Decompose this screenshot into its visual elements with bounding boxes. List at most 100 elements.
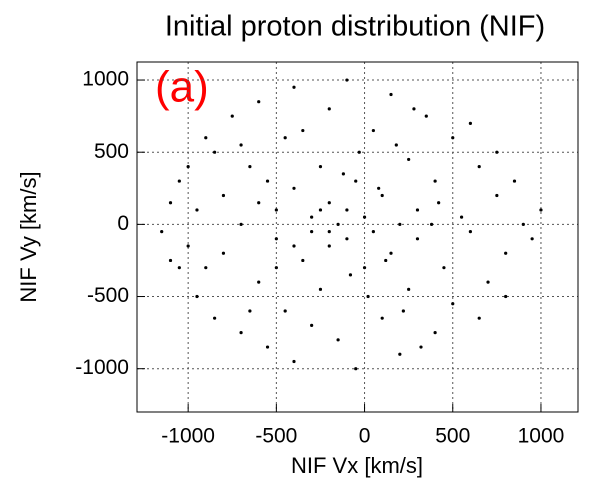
point	[429, 222, 434, 226]
point	[327, 229, 331, 234]
point	[530, 237, 534, 241]
point	[354, 367, 358, 371]
point	[213, 150, 217, 154]
y-axis-label: NIF Vy [km/s]	[16, 171, 41, 302]
x-tick-label: 500	[435, 425, 470, 448]
point	[195, 208, 199, 212]
point	[230, 114, 234, 118]
point	[401, 309, 405, 313]
point	[327, 107, 331, 111]
x-axis-label: NIF Vx [km/s]	[291, 453, 423, 478]
point	[292, 186, 296, 190]
point	[336, 222, 340, 226]
point	[310, 215, 314, 219]
point	[168, 201, 173, 205]
point	[437, 201, 441, 205]
point	[398, 222, 402, 226]
point	[301, 258, 305, 263]
point	[362, 266, 367, 270]
point	[407, 287, 411, 291]
point	[327, 244, 331, 248]
point	[371, 229, 375, 234]
point	[186, 244, 190, 248]
point	[419, 345, 423, 349]
point	[486, 280, 490, 284]
point	[345, 208, 349, 212]
point	[362, 215, 367, 219]
point	[398, 352, 402, 356]
point	[318, 165, 323, 169]
point	[377, 186, 381, 190]
point	[394, 143, 398, 147]
point	[495, 193, 499, 198]
point	[424, 114, 428, 118]
point	[239, 331, 243, 335]
point	[495, 150, 499, 154]
point	[274, 266, 278, 270]
x-tick-label: 1000	[518, 425, 565, 448]
point	[239, 222, 243, 226]
point	[451, 136, 455, 140]
point	[204, 266, 208, 270]
point	[195, 294, 199, 299]
chart-title: Initial proton distribution (NIF)	[165, 11, 545, 43]
y-tick-label: -500	[87, 284, 129, 307]
point	[213, 316, 217, 320]
point	[477, 165, 481, 169]
point	[433, 331, 437, 335]
point	[248, 309, 252, 313]
y-tick-label: 0	[117, 212, 129, 235]
point	[177, 266, 181, 270]
point	[380, 316, 384, 320]
point	[371, 128, 375, 133]
point	[357, 150, 361, 154]
point	[451, 302, 455, 306]
point	[504, 294, 508, 299]
point	[345, 78, 349, 82]
point	[539, 208, 543, 212]
point	[204, 136, 208, 140]
point	[292, 244, 296, 248]
y-tick-label: 500	[94, 140, 129, 163]
point	[468, 229, 472, 234]
point	[433, 179, 437, 183]
point	[257, 201, 261, 205]
point	[239, 143, 243, 147]
point	[292, 359, 296, 364]
point	[389, 251, 393, 255]
point	[504, 251, 508, 255]
point	[512, 179, 517, 183]
point	[292, 85, 296, 89]
point	[468, 121, 472, 125]
point	[348, 273, 353, 277]
y-tick-label: -1000	[75, 356, 129, 379]
point	[301, 128, 305, 133]
point	[459, 215, 464, 219]
point	[160, 229, 164, 234]
point	[354, 179, 358, 183]
annotation: (a)	[155, 63, 209, 112]
point	[318, 208, 323, 212]
point	[442, 266, 446, 270]
x-tick-label: -500	[255, 425, 297, 448]
point	[177, 179, 181, 183]
point	[257, 100, 261, 104]
point	[407, 157, 411, 162]
point	[265, 179, 270, 183]
x-tick-label: -1000	[161, 425, 215, 448]
point	[380, 193, 384, 198]
point	[221, 251, 226, 255]
point	[310, 229, 314, 234]
point	[186, 165, 190, 169]
point	[274, 208, 278, 212]
point	[415, 208, 420, 212]
point	[318, 287, 323, 291]
point	[327, 201, 331, 205]
point	[341, 172, 345, 176]
point	[168, 258, 173, 263]
point	[521, 222, 525, 226]
point	[310, 323, 314, 328]
point	[477, 316, 481, 320]
point	[283, 136, 287, 140]
